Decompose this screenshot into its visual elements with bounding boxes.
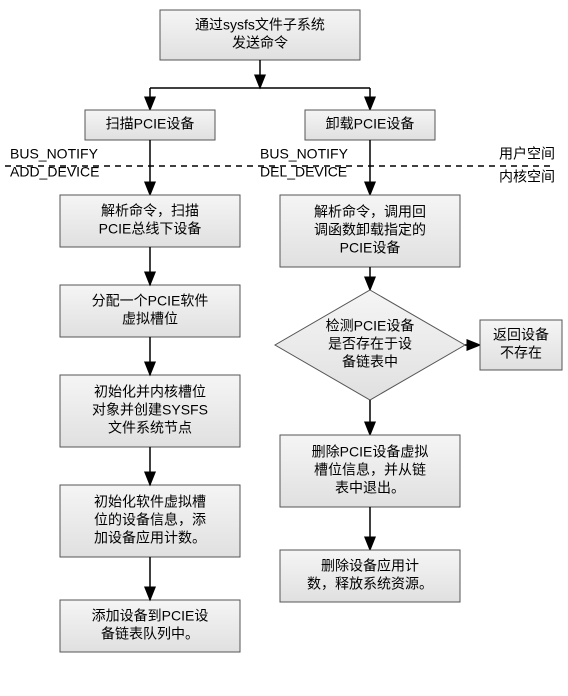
svg-text:解析命令，调用回: 解析命令，调用回	[314, 204, 426, 220]
user-space-label: 用户空间	[499, 146, 555, 162]
svg-text:对象并创建SYSFS: 对象并创建SYSFS	[92, 402, 208, 418]
left-header-box: 扫描PCIE设备	[85, 110, 215, 140]
svg-text:备链表中: 备链表中	[342, 354, 398, 370]
right-box-top: 解析命令，调用回调函数卸载指定的 PCIE设备	[280, 195, 460, 267]
return-box: 返回设备不存在	[480, 320, 562, 370]
right-header-box: 卸载PCIE设备	[305, 110, 435, 140]
svg-text:扫描PCIE设备: 扫描PCIE设备	[106, 116, 195, 132]
svg-text:删除PCIE设备虚拟: 删除PCIE设备虚拟	[312, 444, 429, 460]
svg-text:分配一个PCIE软件: 分配一个PCIE软件	[92, 293, 209, 309]
svg-text:发送命令: 发送命令	[232, 35, 288, 51]
left-box-2: 初始化并内核槽位对象并创建SYSFS 文件系统节点	[60, 375, 240, 447]
svg-text:表中退出。: 表中退出。	[335, 480, 405, 496]
left-box-0: 解析命令，扫描 PCIE总线下设备	[60, 195, 240, 247]
left-box-3: 初始化软件虚拟槽位的设备信息，添加设备应用计数。	[60, 485, 240, 557]
svg-text:初始化软件虚拟槽: 初始化软件虚拟槽	[94, 494, 206, 510]
svg-text:加设备应用计数。: 加设备应用计数。	[94, 530, 206, 546]
svg-text:返回设备: 返回设备	[493, 327, 549, 343]
svg-text:删除设备应用计: 删除设备应用计	[321, 558, 419, 574]
right-box-bot: 删除设备应用计数，释放系统资源。	[280, 550, 460, 602]
left-box-1: 分配一个PCIE软件虚拟槽位	[60, 285, 240, 337]
svg-text:初始化并内核槽位: 初始化并内核槽位	[94, 384, 206, 400]
svg-text:不存在: 不存在	[500, 345, 542, 361]
svg-text:文件系统节点: 文件系统节点	[108, 420, 192, 436]
svg-text:位的设备信息，添: 位的设备信息，添	[94, 512, 206, 528]
left-box-4: 添加设备到PCIE设备链表队列中。	[60, 600, 240, 652]
svg-text:添加设备到PCIE设: 添加设备到PCIE设	[92, 608, 209, 624]
svg-text:是否存在于设: 是否存在于设	[328, 336, 412, 352]
notify-left-1: BUS_NOTIFY	[10, 146, 99, 162]
svg-text:数，释放系统资源。: 数，释放系统资源。	[307, 576, 433, 592]
svg-text:PCIE设备: PCIE设备	[340, 240, 401, 256]
svg-text:解析命令，扫描: 解析命令，扫描	[101, 203, 199, 219]
svg-text:备链表队列中。: 备链表队列中。	[101, 626, 199, 642]
top-box: 通过sysfs文件子系统发送命令	[160, 10, 360, 60]
svg-text:卸载PCIE设备: 卸载PCIE设备	[326, 116, 415, 132]
decision-diamond: 检测PCIE设备是否存在于设备链表中	[275, 290, 465, 400]
notify-right-1: BUS_NOTIFY	[260, 146, 349, 162]
right-box-mid: 删除PCIE设备虚拟槽位信息，并从链表中退出。	[280, 435, 460, 507]
kernel-space-label: 内核空间	[499, 169, 555, 185]
svg-text:槽位信息，并从链: 槽位信息，并从链	[314, 462, 426, 478]
svg-text:调函数卸载指定的: 调函数卸载指定的	[314, 222, 426, 238]
svg-text:PCIE总线下设备: PCIE总线下设备	[99, 221, 202, 237]
svg-text:检测PCIE设备: 检测PCIE设备	[326, 318, 415, 334]
svg-text:通过sysfs文件子系统: 通过sysfs文件子系统	[195, 17, 325, 33]
svg-text:虚拟槽位: 虚拟槽位	[122, 311, 178, 327]
